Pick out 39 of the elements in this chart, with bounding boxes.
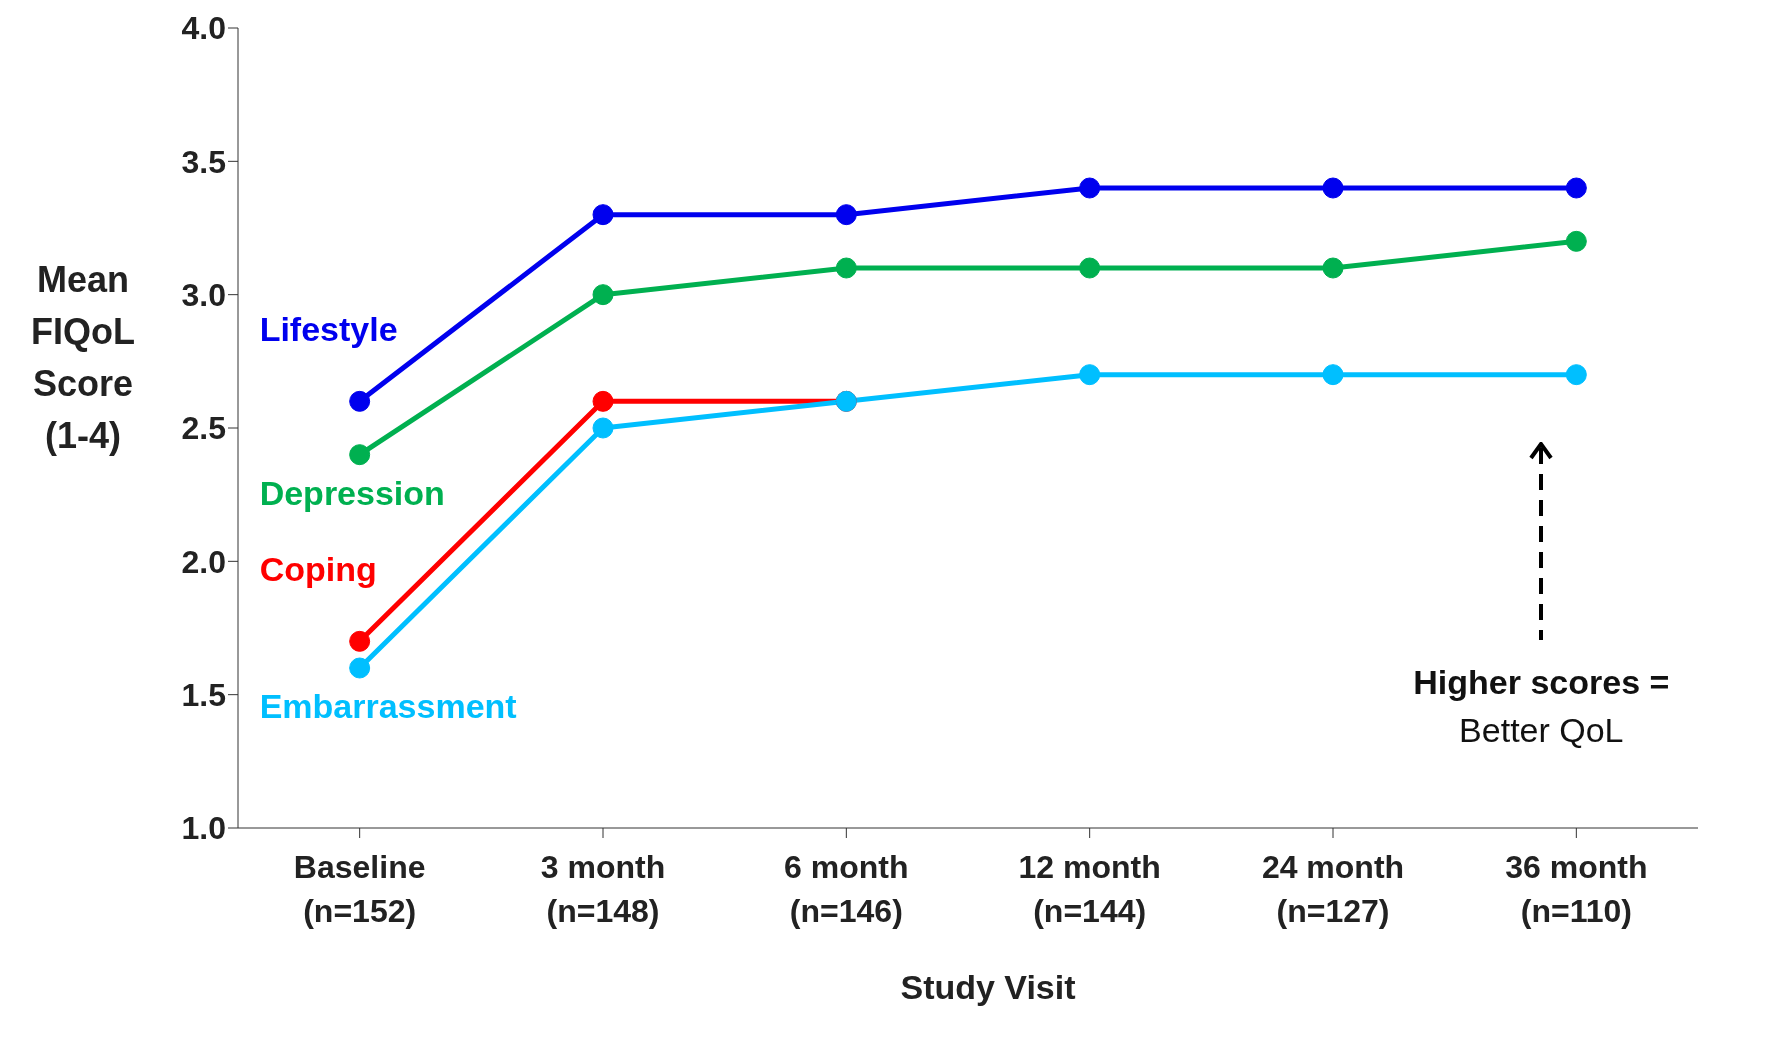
- series-label: Lifestyle: [259, 310, 398, 349]
- series-label: Embarrassment: [259, 687, 517, 725]
- point: [349, 444, 371, 466]
- point: [1079, 177, 1101, 199]
- point: [1565, 364, 1587, 386]
- point: [1079, 364, 1101, 386]
- y-tick-label: 3.5: [181, 143, 226, 180]
- y-tick-label: 4.0: [181, 10, 226, 47]
- x-tick-label: 6 month (n=146): [784, 849, 909, 929]
- point: [349, 630, 371, 652]
- point: [1322, 257, 1344, 279]
- point: [1322, 364, 1344, 386]
- point: [592, 284, 614, 306]
- x-tick-label: 3 month (n=148): [540, 849, 666, 929]
- series-label: Depression: [259, 473, 445, 512]
- point: [1322, 177, 1344, 199]
- y-tick-label: 2.0: [181, 543, 226, 580]
- y-tick-label: 2.5: [181, 410, 226, 447]
- y-tick-label: 1.5: [181, 677, 226, 714]
- y-tick-label: 3.0: [181, 277, 226, 314]
- x-tick-label: Baseline (n=152): [293, 849, 426, 929]
- point: [592, 204, 614, 226]
- series-label: Coping: [259, 550, 377, 589]
- point: [835, 204, 857, 226]
- x-axis-title: Study Visit: [899, 968, 1077, 1007]
- point: [592, 417, 614, 439]
- y-tick-label: 1.0: [181, 810, 226, 847]
- point: [1565, 230, 1587, 252]
- y-axis-title: Mean FIQoL Score (1-4): [31, 258, 135, 458]
- point: [349, 657, 371, 679]
- x-tick-label: 12 month (n=144): [1018, 849, 1161, 929]
- x-tick-label: 24 month (n=127): [1261, 849, 1405, 929]
- annotation: Higher scores = Better QoL: [1412, 662, 1671, 751]
- point: [835, 257, 857, 279]
- x-tick-label: 36 month (n=110): [1505, 849, 1648, 929]
- point: [592, 390, 614, 412]
- point: [1079, 257, 1101, 279]
- point: [349, 390, 371, 412]
- point: [1565, 177, 1587, 199]
